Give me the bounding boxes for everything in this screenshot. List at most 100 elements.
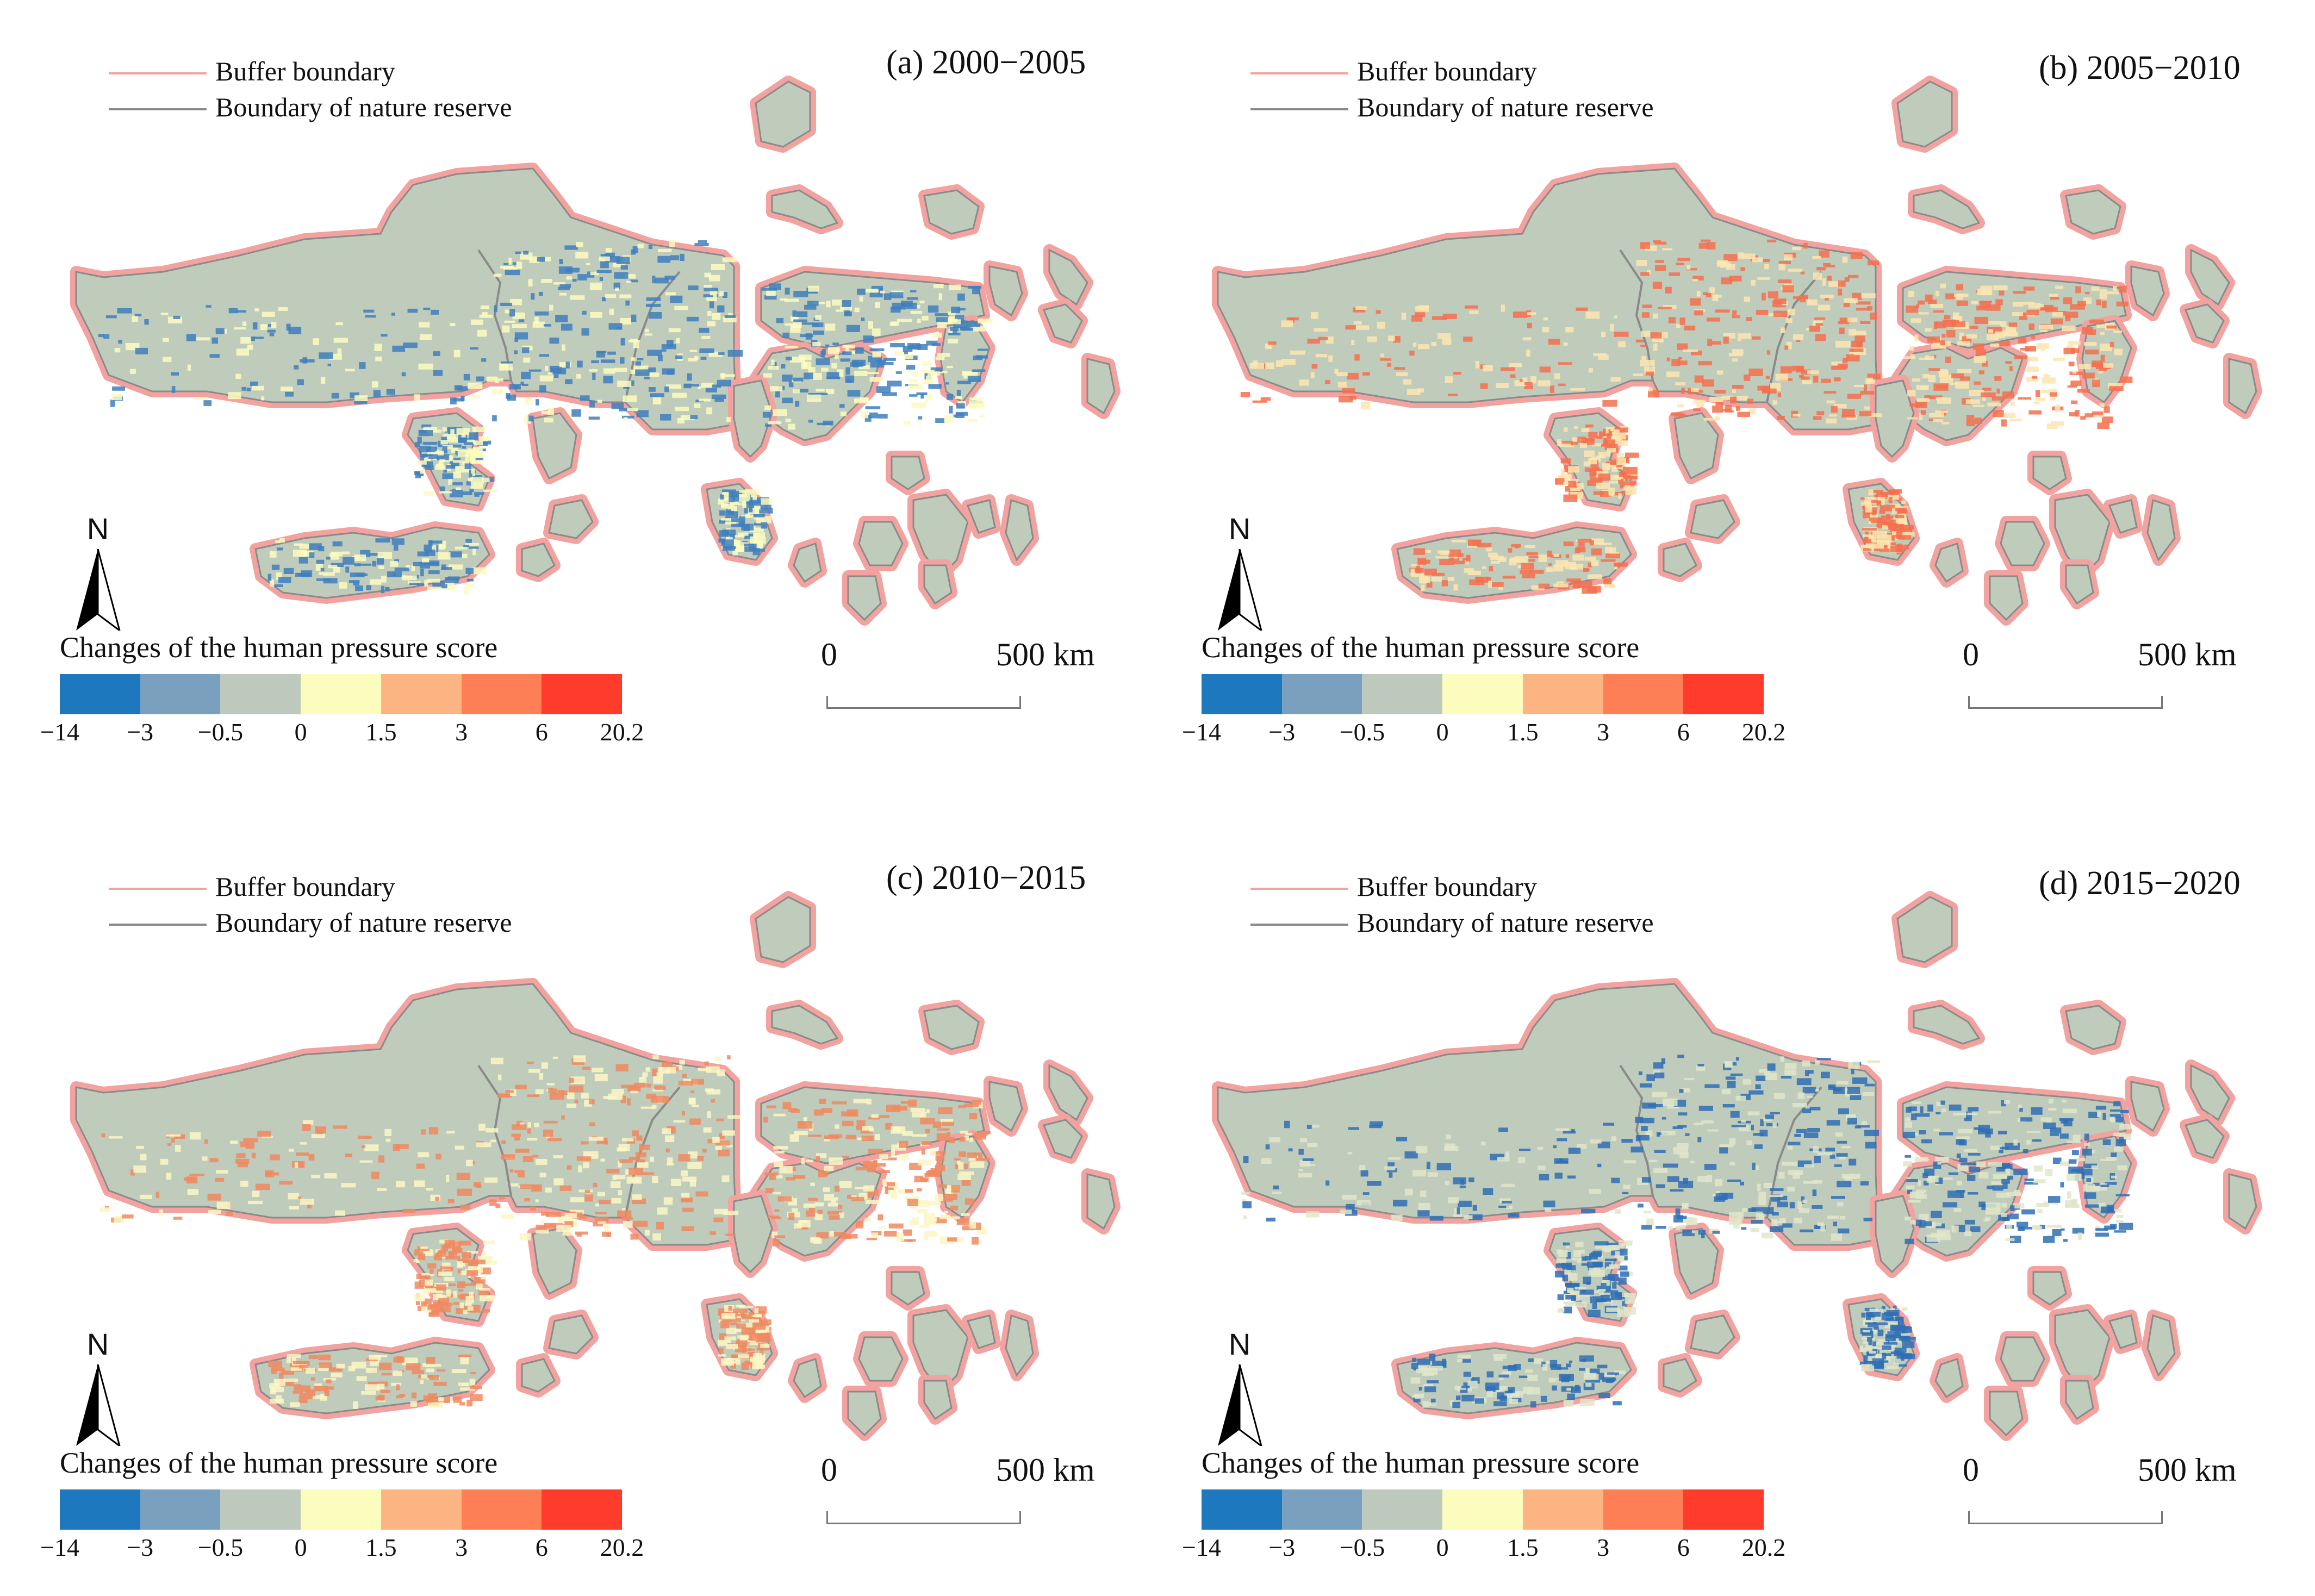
change-pixel — [494, 305, 497, 312]
change-pixel — [299, 544, 309, 549]
change-pixel — [1461, 1394, 1474, 1402]
change-pixel — [1918, 1180, 1921, 1186]
change-pixel — [623, 1221, 633, 1228]
change-pixel — [855, 1167, 870, 1171]
change-pixel — [1640, 272, 1650, 276]
change-pixel — [1553, 1145, 1557, 1149]
change-pixel — [712, 384, 721, 388]
change-pixel — [1675, 1208, 1681, 1216]
change-pixel — [1733, 1221, 1740, 1229]
change-pixel — [1598, 1393, 1610, 1399]
change-pixel — [1563, 1301, 1577, 1305]
change-pixel — [1367, 1181, 1381, 1186]
change-pixel — [1769, 1194, 1784, 1198]
change-pixel — [975, 1158, 990, 1161]
change-pixel — [391, 538, 404, 545]
change-pixel — [466, 584, 475, 587]
change-pixel — [283, 1379, 298, 1382]
change-pixel — [271, 322, 277, 328]
change-pixel — [1548, 563, 1552, 566]
change-pixel — [752, 1362, 763, 1369]
change-pixel — [719, 530, 729, 537]
change-pixel — [721, 518, 736, 521]
change-pixel — [1802, 1108, 1812, 1113]
change-pixel — [257, 1131, 271, 1137]
change-pixel — [1580, 438, 1594, 442]
change-pixel — [867, 1167, 876, 1173]
change-pixel — [964, 1198, 975, 1205]
change-pixel — [904, 354, 913, 359]
change-pixel — [1834, 1164, 1842, 1167]
change-pixel — [1911, 354, 1915, 359]
colorbar-tick: 20.2 — [1741, 718, 1786, 746]
change-pixel — [1565, 327, 1574, 333]
change-pixel — [1387, 1162, 1395, 1168]
change-pixel — [251, 336, 255, 341]
change-pixel — [1502, 1371, 1511, 1375]
change-pixel — [380, 1389, 390, 1393]
change-pixel — [1530, 376, 1536, 384]
change-pixel — [799, 354, 812, 360]
change-pixel — [1462, 1359, 1471, 1363]
change-pixel — [423, 490, 433, 496]
change-pixel — [1751, 1207, 1763, 1212]
change-pixel — [676, 338, 680, 344]
change-pixel — [753, 514, 765, 518]
change-pixel — [660, 414, 671, 421]
change-pixel — [514, 385, 519, 389]
change-pixel — [1965, 399, 1981, 404]
change-pixel — [1970, 1226, 1981, 1232]
change-pixel — [1396, 372, 1408, 376]
change-pixel — [1988, 1162, 2002, 1167]
change-pixel — [271, 564, 280, 570]
change-pixel — [478, 1256, 493, 1262]
change-pixel — [1819, 250, 1829, 258]
change-pixel — [2089, 1150, 2095, 1154]
change-pixel — [463, 373, 470, 381]
change-pixel — [250, 381, 258, 386]
change-pixel — [1592, 1301, 1597, 1309]
change-pixel — [404, 1357, 418, 1365]
change-pixel — [868, 1149, 883, 1154]
change-pixel — [620, 357, 625, 364]
change-pixel — [460, 1310, 468, 1314]
change-pixel — [1526, 350, 1530, 357]
change-pixel — [2052, 311, 2063, 317]
change-pixel — [792, 310, 797, 317]
change-pixel — [786, 1177, 796, 1181]
change-pixel — [842, 351, 852, 356]
change-pixel — [1839, 1156, 1846, 1159]
change-pixel — [2045, 1169, 2053, 1176]
change-pixel — [1306, 1125, 1312, 1129]
change-pixel — [544, 417, 553, 423]
reserve-patch — [1896, 896, 1953, 963]
change-pixel — [1600, 491, 1612, 497]
change-pixel — [1565, 1282, 1580, 1287]
change-pixel — [1751, 336, 1761, 340]
change-pixel — [393, 1370, 402, 1376]
change-pixel — [1776, 415, 1785, 420]
change-pixel — [910, 379, 918, 383]
change-pixel — [619, 1159, 633, 1163]
reserve-map — [1212, 891, 2262, 1441]
change-pixel — [1841, 1174, 1853, 1178]
change-pixel — [816, 1232, 829, 1239]
change-pixel — [1505, 1151, 1509, 1157]
change-pixel — [2097, 1111, 2101, 1117]
change-pixel — [566, 1104, 577, 1108]
change-pixel — [433, 1254, 442, 1261]
change-pixel — [254, 308, 259, 311]
change-pixel — [1930, 1175, 1939, 1182]
change-pixel — [435, 465, 445, 470]
change-pixel — [602, 297, 606, 302]
change-pixel — [385, 587, 390, 591]
change-pixel — [103, 334, 110, 339]
change-pixel — [1340, 1210, 1352, 1214]
change-pixel — [443, 1302, 453, 1306]
change-pixel — [2113, 1209, 2122, 1213]
change-pixel — [718, 1149, 730, 1157]
change-pixel — [1814, 317, 1826, 320]
change-pixel — [746, 1348, 755, 1351]
change-pixel — [725, 511, 738, 519]
change-pixel — [1480, 383, 1488, 389]
